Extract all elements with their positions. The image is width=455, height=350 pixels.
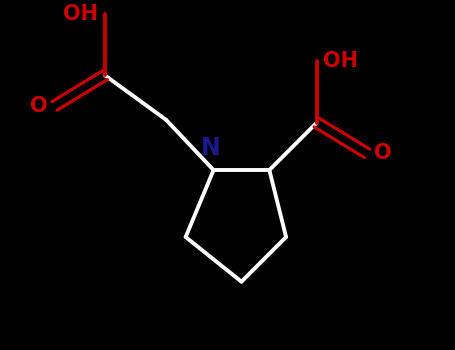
Text: OH: OH (63, 4, 98, 24)
Text: O: O (30, 96, 48, 116)
Text: O: O (374, 144, 391, 163)
Text: OH: OH (324, 51, 359, 71)
Text: N: N (201, 136, 221, 160)
